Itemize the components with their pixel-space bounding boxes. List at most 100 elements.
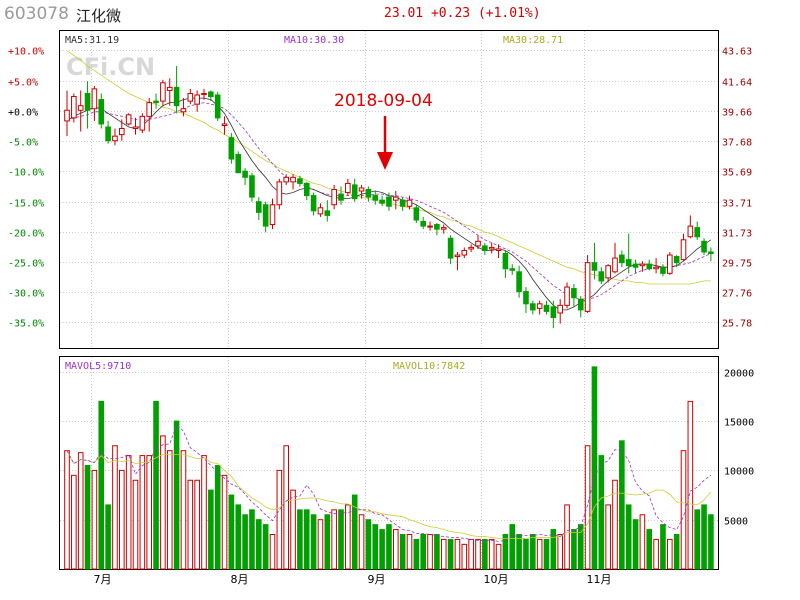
candle-body xyxy=(119,128,125,136)
candle-body xyxy=(317,207,324,215)
volume-bar xyxy=(331,509,337,570)
candle-body xyxy=(208,91,214,98)
volume-bar xyxy=(660,524,666,570)
candle-body xyxy=(605,265,611,279)
volume-bar xyxy=(139,455,146,570)
volume-average-lines xyxy=(66,424,712,542)
candle xyxy=(701,238,707,256)
volume-bar xyxy=(84,464,91,570)
stock-name: 江化微 xyxy=(76,7,122,25)
percent-tick-label: -35.0% xyxy=(8,319,44,330)
candle-body xyxy=(612,257,618,273)
candle xyxy=(310,192,317,216)
candle xyxy=(447,235,454,265)
candle xyxy=(338,186,344,205)
candle xyxy=(214,91,221,121)
candle-body xyxy=(399,199,406,207)
candle-body xyxy=(283,176,289,183)
candle-body xyxy=(694,227,701,238)
volume-bar xyxy=(297,509,303,570)
candle-body xyxy=(345,182,351,194)
candle xyxy=(509,264,516,275)
volume-bar xyxy=(625,504,632,570)
candle xyxy=(256,197,262,220)
candle xyxy=(139,113,146,134)
month-tick-label: 9月 xyxy=(368,573,386,586)
volume-bar xyxy=(461,543,468,570)
candle-body xyxy=(166,86,173,91)
candle-body xyxy=(269,204,276,226)
candle-body xyxy=(221,123,228,126)
candle-body xyxy=(653,266,659,270)
candle-body xyxy=(338,193,344,201)
price-tick-label: 43.63 xyxy=(722,47,752,58)
candle xyxy=(653,258,659,274)
candle xyxy=(625,233,632,274)
candle-body xyxy=(619,254,625,264)
candle-body xyxy=(324,210,331,216)
candle xyxy=(536,300,543,315)
volume-bar xyxy=(338,509,344,570)
candle xyxy=(194,90,200,112)
candle xyxy=(98,93,105,129)
candle-body xyxy=(242,170,248,178)
candle-body xyxy=(434,224,440,230)
candle xyxy=(427,221,433,231)
candle xyxy=(235,151,242,174)
price-tick-label: 35.69 xyxy=(722,168,752,179)
candle xyxy=(543,300,550,315)
price-tick-label: 37.68 xyxy=(722,138,752,149)
volume-tick-label: 15000 xyxy=(724,418,754,429)
volume-bar xyxy=(379,529,385,570)
candle-body xyxy=(632,263,639,268)
candle-body xyxy=(153,100,159,104)
volume-bar xyxy=(488,538,495,570)
volume-bar xyxy=(584,445,591,570)
candle-body xyxy=(139,115,146,131)
volume-bar xyxy=(71,474,77,570)
candle-body xyxy=(468,246,474,250)
candle-body xyxy=(249,175,255,198)
candle xyxy=(91,85,98,121)
candle xyxy=(228,133,235,164)
volume-bar xyxy=(502,533,509,570)
candle xyxy=(187,88,194,105)
volume-bar xyxy=(550,529,557,570)
volume-bar xyxy=(495,543,502,570)
volume-bar xyxy=(673,533,680,570)
volume-grid xyxy=(60,357,718,569)
volume-bar xyxy=(598,455,605,570)
volume-bar xyxy=(345,504,351,570)
candle xyxy=(557,299,564,324)
percent-tick-label: -20.0% xyxy=(8,229,44,240)
candle xyxy=(119,119,125,141)
candle-body xyxy=(571,288,577,299)
volume-bar xyxy=(256,519,262,570)
candle-body xyxy=(701,240,707,253)
price-change-percent: (+1.01%) xyxy=(477,6,541,21)
percent-tick-label: -30.0% xyxy=(8,289,44,300)
candle xyxy=(303,181,310,201)
volume-bar xyxy=(427,533,433,570)
candle xyxy=(495,244,502,259)
volume-bar xyxy=(639,514,646,570)
volume-bar xyxy=(708,514,714,570)
price-tick-label: 39.66 xyxy=(722,108,752,119)
percent-tick-label: -10.0% xyxy=(8,168,44,179)
ma30-legend: MA30:28.71 xyxy=(503,35,563,46)
candle-body xyxy=(64,109,70,122)
stock-quote: 23.01 +0.23 (+1.01%) xyxy=(384,6,541,21)
candle xyxy=(324,200,331,222)
volume-bar xyxy=(221,474,228,570)
candle xyxy=(71,93,77,123)
month-tick-label: 10月 xyxy=(484,573,509,586)
volume-bar xyxy=(619,440,625,570)
volume-tick-label: 20000 xyxy=(724,369,754,380)
candle xyxy=(276,178,283,210)
candle-body xyxy=(358,187,365,192)
volume-bar xyxy=(351,494,358,570)
candle-body xyxy=(112,135,118,142)
candle xyxy=(208,90,214,102)
candle-body xyxy=(564,286,570,306)
candle-body xyxy=(461,249,468,256)
